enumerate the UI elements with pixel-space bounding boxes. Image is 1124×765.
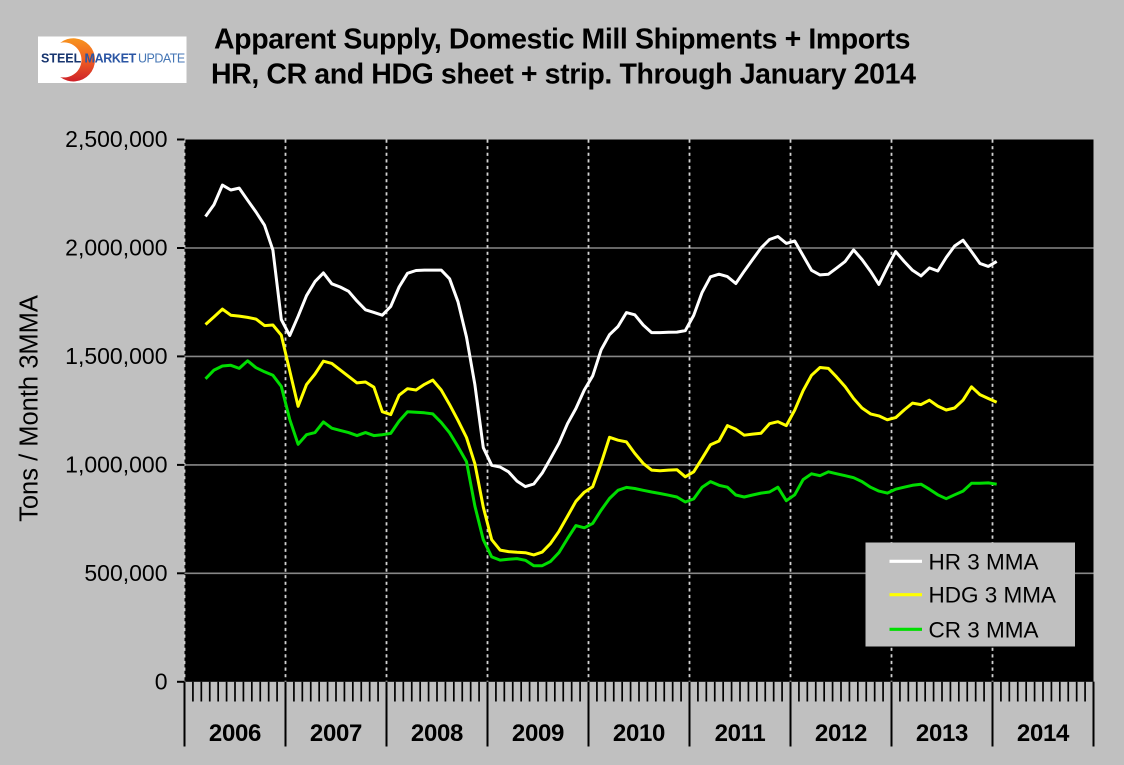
svg-text:2014: 2014 [1017,720,1070,747]
svg-text:STEEL: STEEL [41,52,82,66]
svg-text:1,500,000: 1,500,000 [65,343,167,369]
svg-text:MARKET: MARKET [85,52,137,66]
svg-text:UPDATE: UPDATE [138,52,185,66]
svg-text:1,000,000: 1,000,000 [65,452,167,478]
svg-text:Tons / Month 3MMA: Tons / Month 3MMA [16,295,44,522]
svg-text:HR, CR and HDG sheet + strip.: HR, CR and HDG sheet + strip. Through Ja… [211,59,916,91]
svg-text:2,000,000: 2,000,000 [65,235,167,261]
svg-text:2,500,000: 2,500,000 [65,126,167,152]
svg-text:2011: 2011 [715,720,766,747]
svg-text:0: 0 [155,668,168,694]
svg-text:CR 3 MMA: CR 3 MMA [929,617,1039,642]
svg-text:HDG 3 MMA: HDG 3 MMA [929,583,1057,608]
svg-text:Apparent Supply, Domestic Mill: Apparent Supply, Domestic Mill Shipments… [214,24,910,56]
svg-text:2006: 2006 [209,720,261,747]
svg-text:HR 3 MMA: HR 3 MMA [929,549,1039,574]
svg-text:500,000: 500,000 [84,560,167,586]
svg-text:2012: 2012 [815,720,867,747]
svg-text:2013: 2013 [916,720,968,747]
svg-text:2007: 2007 [310,720,362,747]
svg-text:2010: 2010 [613,720,665,747]
svg-text:2008: 2008 [411,720,463,747]
svg-text:2009: 2009 [512,720,564,747]
